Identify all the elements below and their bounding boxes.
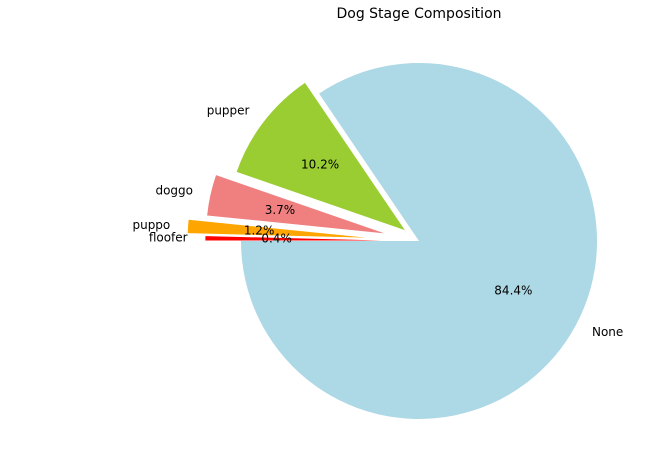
pie-slices [187, 62, 597, 420]
pie-slice-puppo [187, 219, 366, 238]
pie-slice-None [241, 62, 597, 420]
pct-label-puppo: 1.2% [244, 223, 275, 237]
pct-label-doggo: 3.7% [265, 203, 296, 217]
slice-label-pupper: pupper [207, 104, 250, 118]
chart-title: Dog Stage Composition [336, 6, 501, 22]
pie-labels: None 84.4% pupper 10.2% doggo 3.7% puppo 1.2% fl… [132, 104, 623, 340]
pct-label-None: 84.4% [494, 284, 532, 298]
pie-slice-pupper [236, 82, 405, 231]
slice-label-floofer: floofer [149, 231, 188, 245]
slice-label-doggo: doggo [155, 184, 193, 198]
pct-label-pupper: 10.2% [301, 158, 339, 172]
slice-label-puppo: puppo [132, 218, 170, 232]
pie-slice-floofer [205, 236, 384, 241]
slice-label-None: None [592, 325, 623, 339]
pct-label-floofer: 0.4% [261, 232, 292, 246]
pie-slice-doggo [207, 175, 385, 234]
